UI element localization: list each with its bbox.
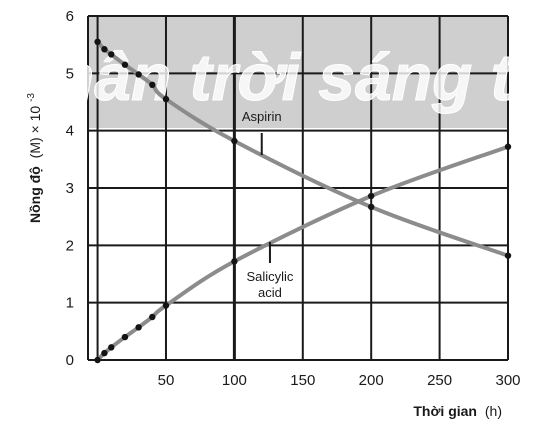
aspirin-point-50 xyxy=(162,95,170,103)
salicylic-acid-label-line-2: acid xyxy=(258,285,282,300)
x-axis-title-unit: (h) xyxy=(485,403,502,419)
x-tick-label-250: 250 xyxy=(427,372,452,389)
salicylic-acid-point-0 xyxy=(94,356,101,364)
y-axis-title: Nồng độ (M) × 10 -3 xyxy=(26,93,43,223)
salicylic-acid-point-5 xyxy=(101,349,108,357)
y-tick-label-2: 2 xyxy=(66,237,74,254)
y-tick-label-0: 0 xyxy=(66,352,74,369)
salicylic-acid-point-30 xyxy=(135,324,142,331)
aspirin-point-100 xyxy=(231,137,238,145)
y-axis-title-exponent: -3 xyxy=(26,93,37,102)
salicylic-acid-point-100 xyxy=(231,258,238,265)
x-tick-label-150: 150 xyxy=(290,372,315,389)
x-tick-label-100: 100 xyxy=(222,372,247,389)
x-axis-title-main: Thời gian xyxy=(413,403,477,419)
salicylic-acid-point-300 xyxy=(504,143,512,150)
aspirin-point-10 xyxy=(108,51,115,58)
aspirin-point-20 xyxy=(121,61,129,68)
y-axis-title-main: Nồng độ xyxy=(27,166,43,223)
grid xyxy=(87,15,509,361)
y-tick-label-1: 1 xyxy=(66,295,74,312)
plot-top-band xyxy=(88,16,508,128)
aspirin-point-5 xyxy=(101,46,108,53)
salicylic-acid-label-line-1: Salicylic xyxy=(246,269,293,284)
salicylic-acid-point-10 xyxy=(108,344,115,351)
x-tick-label-50: 50 xyxy=(158,372,175,389)
aspirin-point-200 xyxy=(367,203,375,211)
x-axis-title: Thời gian (h) xyxy=(413,403,502,419)
y-tick-label-3: 3 xyxy=(66,180,74,197)
x-tick-label-200: 200 xyxy=(359,372,384,389)
aspirin-point-30 xyxy=(135,71,142,78)
tick-labels: 0 1 2 3 4 5 6 50 100 150 200 250 300 xyxy=(66,8,521,389)
curve-annotations: Aspirin Salicylic acid xyxy=(242,109,294,300)
salicylic-acid-point-40 xyxy=(149,313,156,321)
y-axis-title-unit: (M) × 10 xyxy=(27,106,43,159)
aspirin-curve-label: Aspirin xyxy=(242,109,282,124)
y-tick-label-4: 4 xyxy=(66,123,74,140)
salicylic-acid-curve-label: Salicylic acid xyxy=(246,269,293,300)
y-tick-label-5: 5 xyxy=(66,65,74,82)
watermark: Chân trời sáng tạo xyxy=(6,40,543,114)
aspirin-point-300 xyxy=(504,252,512,259)
x-tick-label-300: 300 xyxy=(495,372,520,389)
salicylic-acid-point-50 xyxy=(162,302,170,309)
salicylic-acid-point-20 xyxy=(121,333,129,341)
salicylic-acid-point-200 xyxy=(367,192,375,200)
data-points xyxy=(94,38,512,364)
y-tick-label-6: 6 xyxy=(66,8,74,25)
aspirin-point-0 xyxy=(94,38,101,45)
aspirin-point-40 xyxy=(149,81,156,89)
